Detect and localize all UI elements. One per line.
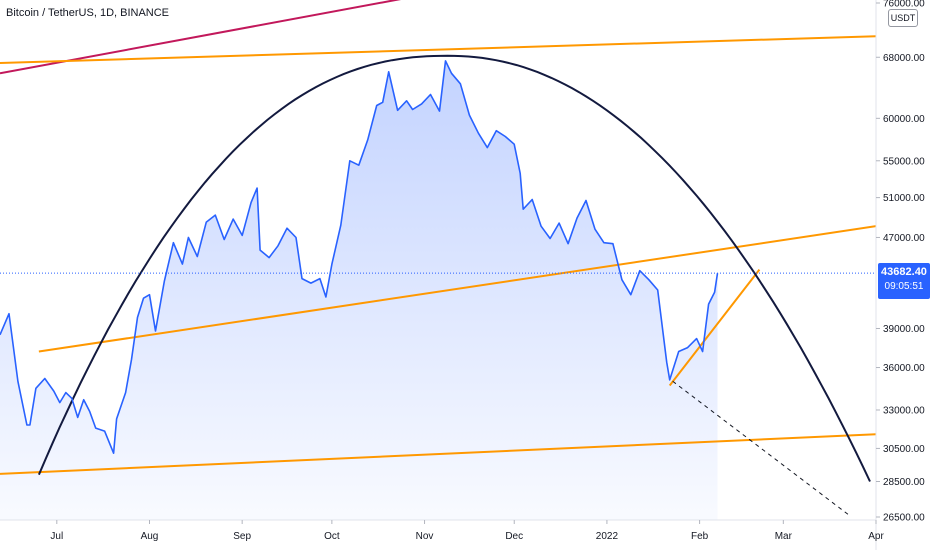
x-tick-label: Dec	[505, 531, 523, 542]
bar-countdown: 09:05:51	[884, 281, 924, 292]
y-tick-label: 36000.00	[883, 363, 925, 374]
y-tick-label: 55000.00	[883, 156, 925, 167]
x-tick-label: Oct	[324, 531, 340, 542]
price-axis[interactable]: 76000.00 68000.00 60000.00 55000.00 51000.00…	[876, 0, 925, 524]
time-axis[interactable]: Jul Aug Sep Oct Nov Dec 2022 Feb Mar Apr	[50, 520, 884, 542]
x-tick-label: 2022	[596, 531, 619, 542]
y-tick-label: 33000.00	[883, 405, 925, 416]
x-tick-label: Mar	[775, 531, 793, 542]
x-tick-label: Aug	[141, 531, 159, 542]
last-price-value: 43682.40	[881, 266, 927, 278]
plot-area	[0, 0, 876, 520]
symbol-title[interactable]: Bitcoin / TetherUS, 1D, BINANCE	[6, 7, 170, 19]
orange-short-rising[interactable]	[668, 269, 761, 387]
y-tick-label: 60000.00	[883, 114, 925, 125]
y-tick-label: 26500.00	[883, 513, 925, 524]
dashed-projection[interactable]	[672, 380, 850, 516]
drawing-tools	[0, 0, 876, 516]
price-series-line	[0, 60, 719, 454]
x-tick-label: Feb	[691, 531, 709, 542]
y-tick-label: 76000.00	[883, 0, 925, 10]
x-tick-label: Jul	[50, 531, 63, 542]
y-tick-label: 39000.00	[883, 324, 925, 335]
orange-lower-channel[interactable]	[0, 433, 876, 475]
y-tick-label: 28500.00	[883, 477, 925, 488]
y-tick-label: 51000.00	[883, 193, 925, 204]
x-tick-label: Apr	[868, 531, 884, 542]
currency-button[interactable]: USDT	[888, 9, 918, 27]
parabolic-arc[interactable]	[37, 54, 871, 482]
x-tick-label: Sep	[233, 531, 251, 542]
price-area-fill	[0, 60, 718, 520]
red-upper-trend[interactable]	[0, 0, 481, 75]
y-tick-label: 47000.00	[883, 233, 925, 244]
y-tick-label: 30500.00	[883, 444, 925, 455]
last-price-tag: 43682.40 09:05:51	[878, 263, 930, 299]
y-tick-label: 68000.00	[883, 53, 925, 64]
x-tick-label: Nov	[416, 531, 434, 542]
orange-upper-channel[interactable]	[0, 35, 876, 65]
